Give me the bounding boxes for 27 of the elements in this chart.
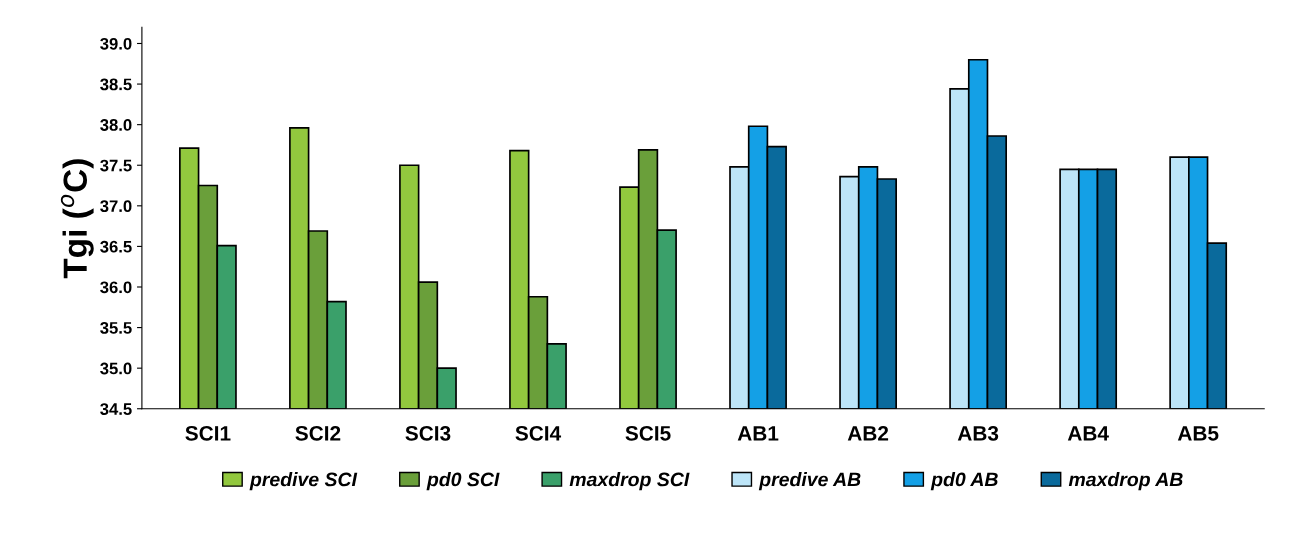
x-tick-label: AB3: [957, 425, 999, 441]
legend-label: predive SCI: [249, 472, 358, 491]
y-tick-label: 36.5: [100, 240, 132, 253]
x-tick-label: AB5: [1177, 426, 1219, 441]
y-tick-label: 34.5: [100, 403, 132, 415]
legend-label: maxdrop SCI: [569, 472, 690, 491]
y-axis-title: Tgi ($^{o}$C): [60, 159, 94, 279]
y-tick-label: 35.0: [100, 362, 132, 375]
y-tick-label: 39.0: [100, 37, 132, 50]
y-tick-label: 35.5: [100, 321, 132, 334]
y-tick-label: 38.5: [100, 78, 132, 91]
y-tick-label: 37.5: [100, 159, 132, 172]
x-tick-label: AB4: [1067, 426, 1109, 441]
x-tick-label: SCI5: [625, 425, 671, 441]
legend-label: pd0 SCI: [426, 472, 500, 491]
x-tick-label: SCI4: [515, 425, 562, 441]
x-tick-label: SCI3: [405, 425, 451, 441]
x-tick-label: SCI2: [295, 425, 341, 441]
legend-label: maxdrop AB: [1068, 472, 1183, 491]
y-tick-label: 36.0: [100, 281, 132, 294]
x-tick-label: AB2: [847, 425, 889, 441]
x-tick-label: SCI1: [185, 425, 231, 441]
x-tick-label: AB1: [737, 426, 779, 441]
y-tick-label: 37.0: [100, 200, 132, 213]
legend-label: predive AB: [758, 472, 861, 491]
legend-label: pd0 AB: [930, 472, 998, 491]
y-tick-label: 38.0: [100, 119, 132, 131]
